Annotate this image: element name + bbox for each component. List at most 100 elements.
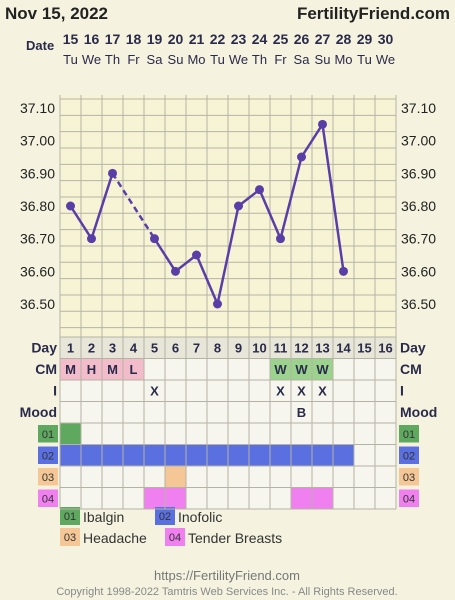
temperature-line-segment [153, 237, 177, 273]
cycle-day-label: 15 [357, 341, 371, 356]
y-tick-right: 36.80 [401, 198, 436, 214]
medication-cell [291, 487, 312, 509]
weekday-label: Fr [274, 52, 287, 67]
intercourse-mark: X [297, 384, 306, 399]
row-label-right: Day [400, 340, 426, 356]
footer-copyright: Copyright 1998-2022 Tamtris Web Services… [56, 586, 397, 598]
weekday-label: Mo [334, 52, 352, 67]
header-site: FertilityFriend.com [297, 4, 450, 23]
date-label: 15 [63, 31, 79, 47]
temperature-point [255, 185, 264, 195]
date-label: 24 [252, 31, 268, 47]
cm-cell-fill [60, 358, 81, 380]
temperature-line-segment [279, 156, 303, 239]
legend-label: Inofolic [178, 509, 222, 525]
legend-swatch [155, 507, 175, 525]
med-code-badge-right [399, 468, 419, 486]
medication-cell [144, 487, 165, 509]
cm-value: W [295, 362, 308, 377]
y-tick-left: 37.10 [20, 100, 55, 116]
legend-code: 02 [159, 511, 171, 523]
y-tick-left: 37.00 [20, 133, 55, 149]
y-tick-left: 36.90 [20, 165, 55, 181]
row-label-right: Mood [400, 404, 437, 420]
medication-cell [165, 466, 186, 488]
medication-cell [123, 444, 144, 466]
medication-cell [228, 444, 249, 466]
temperature-point [297, 152, 306, 162]
medication-cell [60, 423, 81, 445]
med-code-left: 02 [42, 451, 54, 463]
med-code-right: 04 [403, 494, 415, 506]
temperature-point [150, 234, 159, 244]
date-label: 23 [231, 31, 247, 47]
cm-cell-fill [123, 358, 144, 380]
cm-value: W [274, 362, 287, 377]
medication-cell [333, 444, 354, 466]
medication-cell [165, 487, 186, 509]
weekday-label: Fr [127, 52, 140, 67]
med-code-left: 04 [42, 494, 54, 506]
cycle-day-label: 14 [336, 341, 351, 356]
legend-swatch [165, 528, 185, 546]
intercourse-mark: X [150, 384, 159, 399]
row-label-right: CM [400, 361, 422, 377]
cm-cell-fill [102, 358, 123, 380]
weekday-label: Tu [210, 52, 225, 67]
temperature-line-segment [258, 189, 282, 240]
cm-cell-fill [270, 358, 291, 380]
weekday-label: Th [105, 52, 120, 67]
medication-cell [186, 444, 207, 466]
temperature-line-segment [216, 205, 240, 305]
date-label: 21 [189, 31, 205, 47]
cm-cell-fill [81, 358, 102, 380]
med-code-right: 02 [403, 451, 415, 463]
row-label-left: Day [31, 340, 57, 356]
cycle-day-label: 3 [109, 341, 116, 356]
cycle-day-label: 11 [274, 341, 288, 356]
date-label: 25 [273, 31, 289, 47]
y-tick-left: 36.80 [20, 198, 55, 214]
legend-swatch [60, 507, 80, 525]
y-tick-right: 36.60 [401, 263, 436, 279]
temperature-line-segment [90, 172, 114, 240]
med-code-badge-left [38, 446, 58, 464]
date-label: 16 [84, 31, 100, 47]
y-tick-right: 36.90 [401, 165, 436, 181]
row-label-left: Mood [20, 404, 57, 420]
date-label: 20 [168, 31, 184, 47]
weekday-label: Tu [357, 52, 372, 67]
temperature-line-segment [195, 254, 219, 305]
med-code-badge-right [399, 425, 419, 443]
weekday-label: We [229, 52, 248, 67]
legend-code: 01 [64, 511, 76, 523]
header-date: Nov 15, 2022 [5, 4, 108, 23]
intercourse-mark: X [318, 384, 327, 399]
temperature-point [276, 234, 285, 244]
temperature-point [234, 201, 243, 211]
y-tick-right: 37.00 [401, 133, 436, 149]
cycle-day-label: 9 [235, 341, 242, 356]
cm-value: W [316, 362, 329, 377]
med-code-left: 01 [42, 429, 54, 441]
medication-cell [270, 444, 291, 466]
medication-cell [102, 444, 123, 466]
weekday-label: Sa [294, 52, 311, 67]
med-code-badge-left [38, 468, 58, 486]
cycle-day-label: 5 [151, 341, 158, 356]
date-label: 29 [357, 31, 373, 47]
med-code-right: 01 [403, 429, 415, 441]
weekday-label: We [82, 52, 101, 67]
medication-cell [312, 487, 333, 509]
cycle-day-label: 1 [67, 341, 74, 356]
row-label-right: I [400, 383, 404, 399]
temperature-point [192, 250, 201, 260]
temperature-point [108, 168, 117, 178]
weekday-label: Mo [187, 52, 205, 67]
date-label: 26 [294, 31, 310, 47]
cycle-day-label: 4 [130, 341, 138, 356]
weekday-label: We [376, 52, 395, 67]
date-label: 18 [126, 31, 142, 47]
temperature-line-dashed [111, 172, 156, 240]
